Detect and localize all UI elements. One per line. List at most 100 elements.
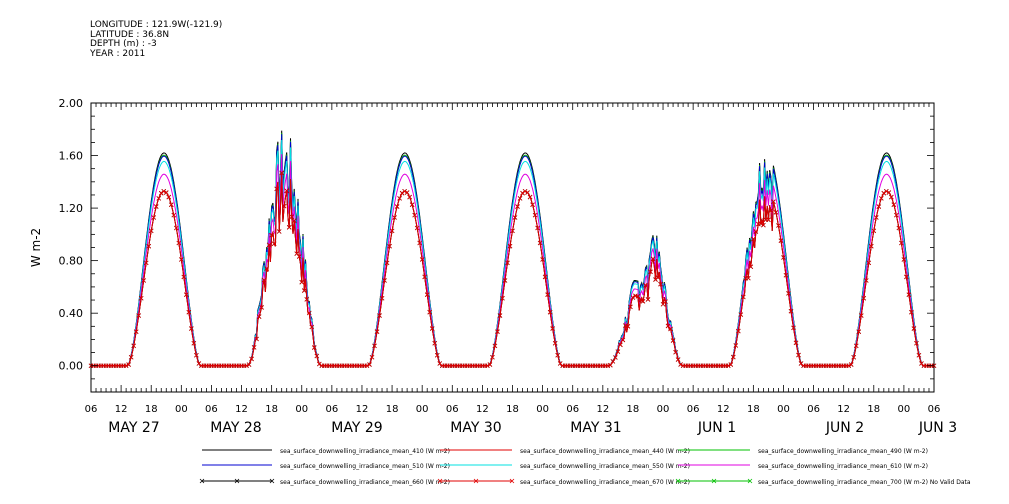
series-marker (728, 362, 734, 367)
series-marker (618, 342, 623, 348)
x-hour-tick-label: 12 (837, 404, 850, 415)
series-marker (194, 352, 199, 358)
series-marker (552, 340, 558, 346)
series-marker (796, 352, 801, 358)
legend-marker (473, 478, 479, 484)
series-marker (485, 363, 490, 369)
series-marker (673, 349, 678, 355)
series-marker (766, 217, 771, 223)
series-marker (793, 340, 799, 346)
series-marker (507, 243, 513, 249)
chart-header: LONGITUDE : 121.9W(-121.9) LATITUDE : 36… (90, 20, 223, 59)
x-hour-tick-label: 06 (807, 404, 820, 415)
x-hour-tick-label: 06 (687, 404, 700, 415)
series-marker (858, 313, 864, 318)
series-marker (542, 274, 548, 280)
series-marker (364, 363, 370, 369)
x-hour-tick-label: 18 (145, 404, 158, 415)
series-marker (550, 326, 555, 331)
series-marker (141, 278, 146, 283)
series-marker (261, 277, 267, 283)
series-marker (304, 297, 310, 302)
series-marker (299, 279, 305, 285)
series-marker (379, 295, 385, 301)
series-marker (545, 292, 550, 297)
x-day-label: JUN 1 (697, 420, 736, 436)
series-marker (532, 212, 538, 218)
series-marker (281, 203, 287, 209)
series-marker (906, 292, 912, 297)
x-hour-tick-label: 12 (356, 404, 369, 415)
series-marker (768, 208, 774, 213)
series-marker (786, 291, 791, 296)
series-marker (751, 236, 756, 242)
legend-marker (509, 478, 515, 484)
series-marker (256, 314, 262, 319)
series-marker (608, 362, 613, 368)
x-hour-tick-label: 00 (536, 404, 549, 415)
series-marker (176, 240, 182, 246)
series-marker (866, 260, 872, 266)
series-marker (301, 288, 307, 293)
series-marker (522, 188, 528, 194)
series-marker (876, 204, 882, 209)
x-day-label: MAY 30 (450, 420, 501, 436)
series-marker (495, 329, 500, 334)
x-hour-tick-label: 18 (627, 404, 640, 415)
series-marker (610, 359, 616, 364)
series-marker (517, 196, 523, 201)
series-marker (419, 257, 425, 262)
series-marker (781, 255, 786, 260)
series-marker (309, 324, 315, 330)
series-marker (868, 243, 874, 249)
x-hour-tick-label: 06 (205, 404, 218, 415)
legend-marker (199, 478, 205, 484)
legend-entry-label: sea_surface_downwelling_irradiance_mean_… (280, 479, 450, 486)
series-marker (896, 225, 902, 231)
series-marker (731, 354, 736, 360)
series-marker (851, 354, 856, 360)
series-marker (505, 260, 510, 266)
y-tick-label: 0.40 (59, 307, 84, 320)
series-marker (369, 354, 375, 360)
series-marker (490, 354, 495, 360)
series-marker (650, 256, 656, 262)
series-marker (733, 343, 739, 348)
series-marker (151, 215, 157, 220)
series-marker (853, 343, 859, 349)
series-marker (879, 196, 884, 201)
series-marker (417, 240, 422, 246)
series-marker (555, 352, 560, 358)
x-day-label: MAY 29 (331, 420, 382, 436)
year-label: YEAR : 2011 (90, 48, 146, 59)
longitude-label: LONGITUDE : 121.9W(-121.9) (90, 20, 223, 30)
series-marker (186, 309, 192, 315)
depth-label: DEPTH (m) : -3 (90, 39, 157, 49)
series-marker (725, 363, 731, 369)
series-marker (179, 257, 184, 262)
series-marker (372, 343, 377, 349)
series-marker (916, 352, 922, 358)
series-marker (424, 292, 430, 297)
series-marker (174, 225, 179, 231)
series-marker (497, 313, 503, 318)
x-hour-tick-label: 00 (295, 404, 308, 415)
series-marker (271, 241, 277, 247)
series-marker (623, 323, 628, 328)
series-line-5 (91, 139, 934, 367)
series-marker (773, 210, 779, 215)
series-marker (635, 294, 641, 299)
series-marker (613, 355, 618, 360)
series-marker (889, 194, 894, 200)
series-marker (891, 202, 897, 207)
series-marker (163, 190, 169, 195)
legend-entry-label: sea_surface_downwelling_irradiance_mean_… (520, 479, 690, 486)
y-tick-label: 0.80 (59, 255, 84, 268)
series-marker (771, 199, 776, 204)
series-marker (848, 362, 854, 367)
legend-entry-label: sea_surface_downwelling_irradiance_mean_… (280, 448, 450, 455)
series-marker (161, 188, 167, 194)
series-line-6 (91, 154, 934, 367)
series-marker (512, 215, 518, 220)
series-marker (675, 357, 681, 362)
